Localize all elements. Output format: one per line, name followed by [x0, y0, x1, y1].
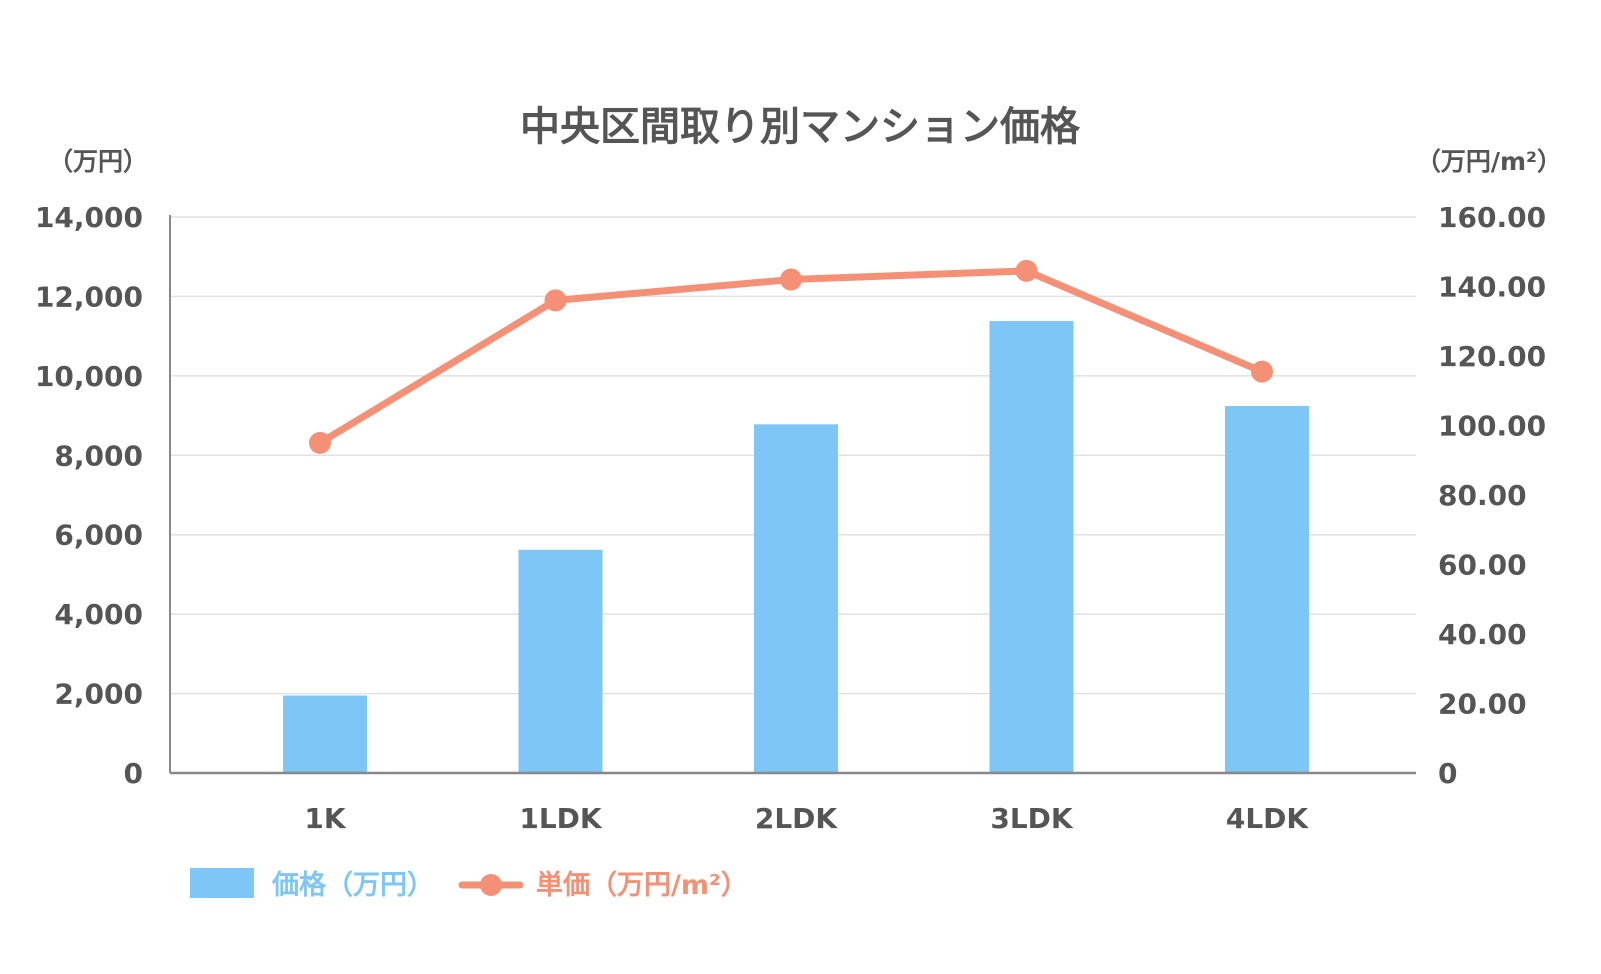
x-tick-label: 3LDK	[990, 802, 1074, 835]
y-right-tick-label: 160.00	[1438, 201, 1546, 234]
bar-3ldk	[989, 321, 1074, 773]
bar-2ldk	[754, 424, 838, 773]
right-axis-unit-label: （万円/m²）	[1416, 147, 1562, 176]
x-tick-label: 2LDK	[755, 802, 839, 835]
bar-1k	[283, 695, 367, 773]
y-left-tick-label: 4,000	[54, 598, 143, 631]
unit-price-point-2ldk	[780, 268, 802, 291]
unit-price-point-4ldk	[1251, 360, 1273, 383]
y-right-tick-label: 100.00	[1438, 410, 1546, 443]
legend-bar-label: 価格（万円）	[271, 870, 434, 901]
y-right-tick-label: 0	[1438, 757, 1457, 790]
unit-price-point-1k	[309, 431, 331, 454]
x-tick-label: 1LDK	[519, 802, 603, 835]
y-right-tick-label: 40.00	[1438, 618, 1527, 651]
line-layer	[309, 259, 1273, 454]
bar-1ldk	[518, 549, 603, 773]
y-left-tick-label: 8,000	[54, 439, 143, 472]
y-left-tick-label: 10,000	[35, 360, 143, 393]
y-left-tick-label: 12,000	[35, 280, 143, 313]
legend-line-marker	[480, 874, 502, 896]
y-left-tick-label: 14,000	[35, 201, 143, 234]
legend-line-label: 単価（万円/m²）	[536, 869, 748, 901]
y-right-tick-label: 60.00	[1438, 549, 1527, 582]
bar-layer	[283, 321, 1309, 773]
x-tick-label: 4LDK	[1226, 802, 1310, 835]
unit-price-point-3ldk	[1015, 259, 1038, 282]
y-left-tick-label: 0	[124, 757, 143, 790]
legend-bar-swatch	[190, 868, 254, 898]
y-right-tick-label: 20.00	[1438, 688, 1527, 721]
chart-title: 中央区間取り別マンション価格	[520, 104, 1081, 150]
bar-4ldk	[1225, 406, 1309, 773]
y-left-tick-label: 2,000	[54, 678, 143, 711]
y-right-tick-label: 140.00	[1438, 271, 1546, 304]
y-right-tick-label: 120.00	[1438, 340, 1546, 373]
left-axis-unit-label: （万円）	[48, 147, 148, 176]
y-right-tick-label: 80.00	[1438, 479, 1527, 512]
y-left-tick-label: 6,000	[54, 519, 143, 552]
label-layer: 中央区間取り別マンション価格 （万円） （万円/m²） 0 2,000 4,000 6…	[35, 104, 1562, 835]
axis-layer	[169, 215, 1416, 775]
legend: 価格（万円） 単価（万円/m²）	[190, 868, 748, 901]
x-tick-label: 1K	[304, 802, 346, 835]
unit-price-point-1ldk	[544, 289, 567, 312]
